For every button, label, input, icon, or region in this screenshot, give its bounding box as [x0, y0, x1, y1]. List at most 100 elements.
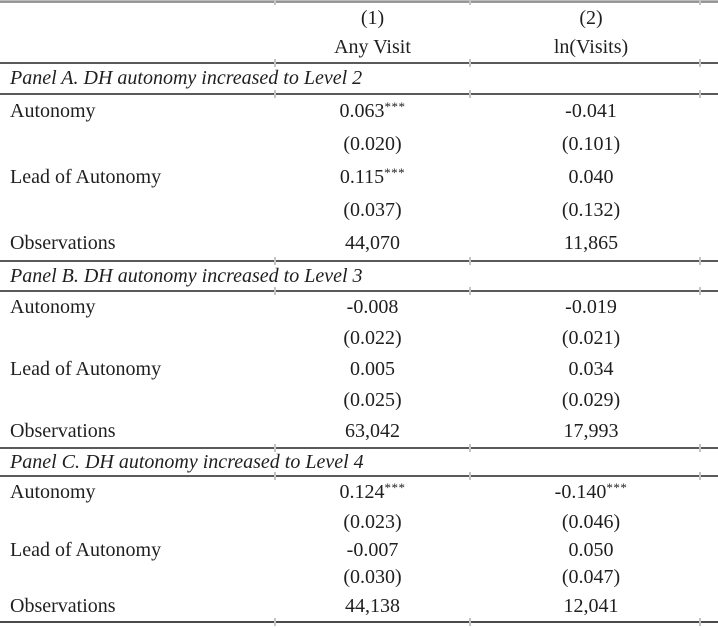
row-label: Observations	[10, 594, 116, 617]
column-divider-tick	[469, 618, 471, 626]
column-divider-tick	[469, 257, 471, 265]
row-label: Lead of Autonomy	[10, 539, 162, 561]
coefficient-cell: -0.019	[470, 296, 712, 319]
column-divider-tick	[274, 59, 276, 67]
column-divider-tick	[274, 472, 276, 480]
panel-c-autonomy-se-row: (0.023) (0.046)	[0, 507, 718, 537]
coefficient-value: -0.019	[565, 296, 617, 318]
column-divider-tick	[699, 90, 701, 98]
standard-error-value: (0.037)	[343, 199, 402, 221]
panel-a-title-rule	[0, 90, 718, 98]
panel-b-lead-se-row: (0.025) (0.029)	[0, 385, 718, 416]
coefficient-value: 0.115	[339, 166, 385, 188]
coefficient-cell: 0.050	[470, 539, 712, 562]
table-bottom-rule	[0, 618, 718, 626]
column-2-number: (2)	[579, 6, 603, 29]
panel-a-title-row: Panel A. DH autonomy increased to Level …	[0, 64, 718, 93]
coefficient-value: 0.124	[339, 480, 385, 503]
panel-a-autonomy-se-row: (0.020) (0.101)	[0, 128, 718, 161]
column-divider-tick	[274, 618, 276, 626]
coefficient-cell: -0.008	[275, 296, 470, 319]
observations-value: 12,041	[563, 594, 619, 617]
header-column-numbers-row: (1) (2)	[0, 3, 718, 33]
panel-b-title-rule	[0, 287, 718, 295]
table-top-rule	[0, 0, 718, 5]
coefficient-cell: -0.041	[470, 100, 712, 123]
panel-c-title-rule	[0, 472, 718, 480]
observations-value: 11,865	[563, 232, 619, 254]
column-divider-tick	[469, 472, 471, 480]
coefficient-value: 0.040	[568, 166, 614, 188]
column-divider-tick	[274, 90, 276, 98]
coefficient-value: -0.007	[346, 539, 399, 561]
panel-b-bottom-rule	[0, 444, 718, 452]
column-divider-tick	[469, 59, 471, 67]
column-divider-tick	[274, 0, 276, 5]
panel-c-autonomy-row: Autonomy 0.124*** -0.140***	[0, 477, 718, 507]
panel-b-observations-row: Observations 63,042 17,993	[0, 416, 718, 447]
panel-c-lead-of-autonomy-row: Lead of Autonomy -0.007 0.050	[0, 537, 718, 564]
standard-error-value: (0.025)	[343, 389, 402, 411]
row-label: Observations	[10, 232, 116, 254]
column-divider-tick	[699, 0, 701, 5]
column-divider-tick	[274, 444, 276, 452]
significance-stars: ***	[384, 479, 406, 495]
standard-error-value: (0.029)	[561, 389, 621, 411]
column-1-number: (1)	[360, 6, 385, 29]
column-divider-tick	[469, 287, 471, 295]
panel-a-lead-se-row: (0.037) (0.132)	[0, 194, 718, 227]
coefficient-cell: 0.040	[470, 166, 712, 189]
column-divider-tick	[699, 444, 701, 452]
panel-b-lead-of-autonomy-row: Lead of Autonomy 0.005 0.034	[0, 354, 718, 385]
standard-error-value: (0.030)	[343, 566, 402, 588]
row-label: Autonomy	[10, 480, 96, 503]
coefficient-cell: 0.063***	[275, 100, 470, 123]
coefficient-value: -0.041	[565, 100, 617, 122]
standard-error-value: (0.047)	[561, 566, 621, 588]
standard-error-value: (0.020)	[343, 133, 402, 155]
panel-a-autonomy-row: Autonomy 0.063*** -0.041	[0, 95, 718, 128]
panel-a-bottom-rule	[0, 257, 718, 265]
column-divider-tick	[699, 618, 701, 626]
panel-a-title: Panel A. DH autonomy increased to Level …	[10, 67, 363, 89]
panel-b-title: Panel B. DH autonomy increased to Level …	[10, 264, 363, 287]
standard-error-value: (0.101)	[561, 133, 621, 155]
row-label: Lead of Autonomy	[10, 166, 162, 188]
header-bottom-rule	[0, 59, 718, 67]
coefficient-value: 0.034	[568, 358, 614, 380]
column-1-title: Any Visit	[334, 36, 411, 58]
coefficient-cell: 0.005	[275, 358, 470, 381]
standard-error-value: (0.021)	[561, 327, 621, 349]
coefficient-cell: -0.007	[275, 539, 470, 562]
column-divider-tick	[469, 0, 471, 5]
observations-value: 44,138	[345, 594, 400, 617]
panel-a-lead-of-autonomy-row: Lead of Autonomy 0.115*** 0.040	[0, 161, 718, 194]
header-column-names-row: Any Visit ln(Visits)	[0, 33, 718, 62]
panel-c-title-row: Panel C. DH autonomy increased to Level …	[0, 449, 718, 475]
column-divider-tick	[699, 472, 701, 480]
row-label: Autonomy	[10, 296, 96, 318]
panel-c-title: Panel C. DH autonomy increased to Level …	[10, 450, 364, 473]
column-divider-tick	[699, 59, 701, 67]
coefficient-cell: 0.115***	[275, 166, 470, 189]
panel-b-title-row: Panel B. DH autonomy increased to Level …	[0, 262, 718, 290]
observations-value: 44,070	[345, 232, 400, 254]
row-label: Autonomy	[10, 100, 96, 122]
coefficient-value: 0.005	[350, 358, 395, 380]
row-label: Observations	[10, 420, 116, 442]
significance-stars: ***	[384, 165, 406, 180]
panel-b-autonomy-se-row: (0.022) (0.021)	[0, 323, 718, 354]
standard-error-value: (0.022)	[343, 327, 402, 349]
panel-c-lead-se-row: (0.030) (0.047)	[0, 564, 718, 591]
row-label: Lead of Autonomy	[10, 358, 162, 380]
coefficient-cell: 0.034	[470, 358, 712, 381]
coefficient-value: 0.063	[339, 100, 385, 122]
column-divider-tick	[274, 257, 276, 265]
column-2-title: ln(Visits)	[553, 36, 629, 58]
panel-c-observations-row: Observations 44,138 12,041	[0, 591, 718, 621]
panel-a-observations-row: Observations 44,070 11,865	[0, 227, 718, 260]
column-divider-tick	[699, 287, 701, 295]
observations-value: 17,993	[563, 420, 619, 442]
coefficient-value: 0.050	[568, 539, 614, 561]
